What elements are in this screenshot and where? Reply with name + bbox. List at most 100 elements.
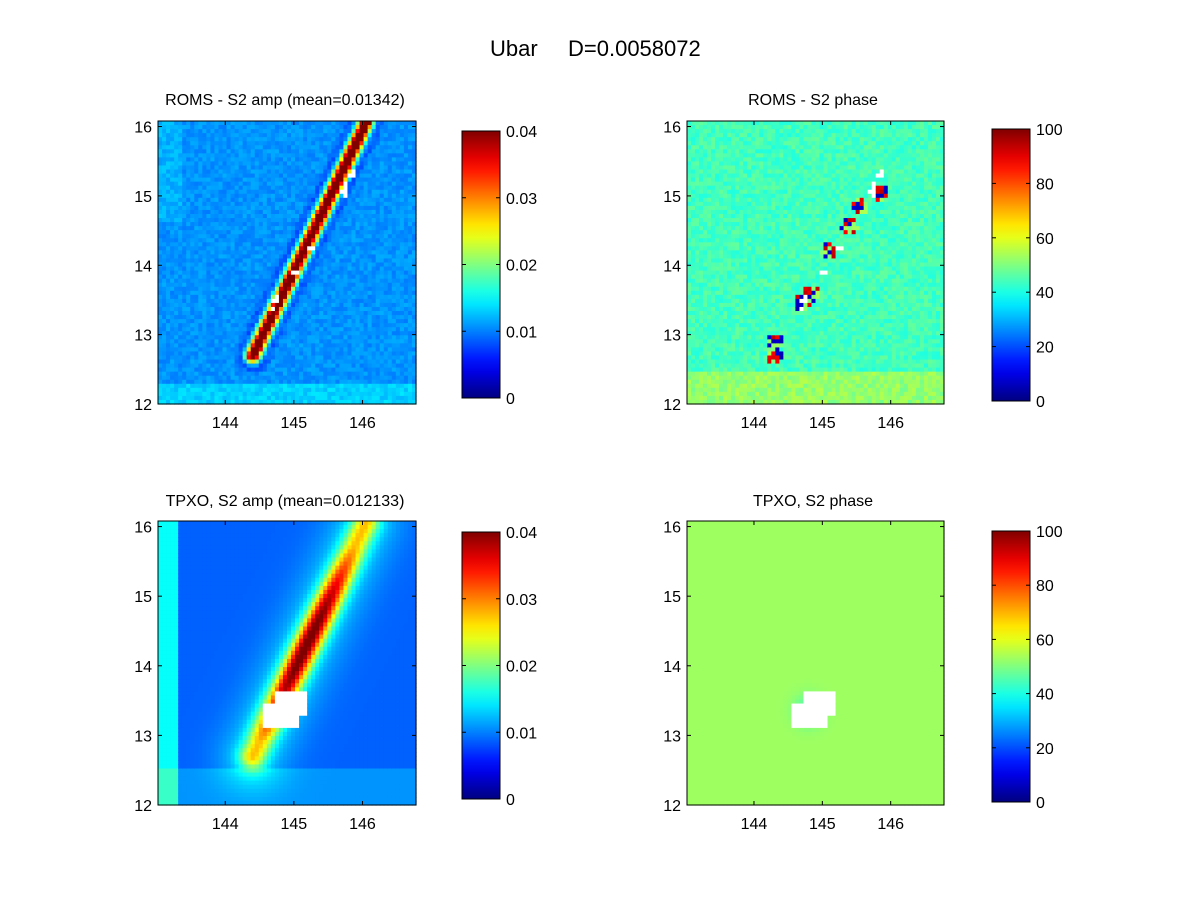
heatmap-cell — [267, 307, 272, 312]
heatmap-cell — [182, 287, 187, 292]
heatmap-cell — [368, 271, 373, 276]
heatmap-cell — [319, 250, 324, 255]
heatmap-cell — [223, 145, 228, 150]
heatmap-cell — [251, 384, 256, 389]
heatmap-cell — [339, 380, 344, 385]
heatmap-cell — [352, 174, 357, 179]
heatmap-cell — [335, 190, 340, 195]
heatmap-cell — [404, 283, 409, 288]
heatmap-cell — [331, 311, 336, 316]
heatmap-cell — [218, 287, 223, 292]
heatmap-cell — [263, 319, 268, 324]
heatmap-cell — [400, 380, 405, 385]
heatmap-cell — [404, 311, 409, 316]
heatmap-cell — [231, 396, 236, 401]
heatmap-cell — [287, 165, 292, 170]
heatmap-cell — [319, 287, 324, 292]
heatmap-cell — [396, 372, 401, 377]
heatmap-cell — [198, 210, 203, 215]
heatmap-cell — [384, 170, 389, 175]
heatmap-cell — [295, 242, 300, 247]
heatmap-cell — [703, 246, 708, 251]
heatmap-cell — [707, 198, 712, 203]
heatmap-cell — [408, 287, 413, 292]
heatmap-cell — [695, 137, 700, 142]
heatmap-cell — [343, 351, 348, 356]
heatmap-cell — [263, 153, 268, 158]
heatmap-cell — [343, 214, 348, 219]
heatmap-cell — [388, 372, 393, 377]
heatmap-cell — [711, 186, 716, 191]
heatmap-cell — [218, 133, 223, 138]
heatmap-cell — [360, 347, 365, 352]
heatmap-cell — [339, 250, 344, 255]
heatmap-cell — [327, 364, 332, 369]
heatmap-cell — [396, 364, 401, 369]
heatmap-cell — [251, 392, 256, 397]
heatmap-cell — [263, 327, 268, 332]
heatmap-cell — [218, 368, 223, 373]
heatmap-cell — [699, 238, 704, 243]
heatmap-cell — [315, 347, 320, 352]
heatmap-cell — [190, 323, 195, 328]
heatmap-cell — [319, 230, 324, 235]
heatmap-cell — [311, 129, 316, 134]
heatmap-cell — [210, 335, 215, 340]
heatmap-cell — [315, 315, 320, 320]
heatmap-cell — [360, 368, 365, 373]
heatmap-cell — [186, 287, 191, 292]
heatmap-cell — [711, 149, 716, 154]
heatmap-cell — [343, 174, 348, 179]
heatmap-cell — [287, 347, 292, 352]
heatmap-cell — [178, 202, 183, 207]
heatmap-cell — [360, 339, 365, 344]
heatmap-cell — [384, 242, 389, 247]
heatmap-cell — [356, 133, 361, 138]
heatmap-cell — [368, 388, 373, 393]
heatmap-cell — [243, 129, 248, 134]
heatmap-cell — [287, 230, 292, 235]
heatmap-cell — [279, 222, 284, 227]
heatmap-cell — [404, 145, 409, 150]
heatmap-cell — [343, 234, 348, 239]
heatmap-cell — [283, 303, 288, 308]
heatmap-cell — [162, 145, 167, 150]
heatmap-cell — [323, 372, 328, 377]
heatmap-cell — [691, 380, 696, 385]
heatmap-cell — [368, 311, 373, 316]
heatmap-cell — [170, 351, 175, 356]
heatmap-cell — [307, 149, 312, 154]
heatmap-cell — [691, 182, 696, 187]
heatmap-cell — [186, 364, 191, 369]
heatmap-cell — [186, 376, 191, 381]
heatmap-cell — [166, 351, 171, 356]
heatmap-cell — [303, 214, 308, 219]
heatmap-cell — [182, 364, 187, 369]
heatmap-cell — [315, 133, 320, 138]
heatmap-cell — [331, 271, 336, 276]
heatmap-cell — [283, 267, 288, 272]
heatmap-cell — [214, 279, 219, 284]
heatmap-cell — [267, 121, 272, 126]
heatmap-cell — [259, 396, 264, 401]
heatmap-cell — [408, 295, 413, 300]
heatmap-cell — [695, 384, 700, 389]
heatmap-cell — [380, 178, 385, 183]
heatmap-cell — [243, 351, 248, 356]
heatmap-cell — [695, 226, 700, 231]
heatmap-cell — [231, 226, 236, 231]
heatmap-cell — [231, 254, 236, 259]
heatmap-cell — [335, 327, 340, 332]
heatmap-cell — [170, 178, 175, 183]
heatmap-cell — [695, 141, 700, 146]
heatmap-cell — [190, 234, 195, 239]
heatmap-cell — [299, 368, 304, 373]
heatmap-cell — [251, 165, 256, 170]
heatmap-cell — [695, 170, 700, 175]
heatmap-cell — [408, 339, 413, 344]
heatmap-cell — [699, 145, 704, 150]
heatmap-cell — [283, 368, 288, 373]
heatmap-cell — [227, 178, 232, 183]
heatmap-cell — [360, 303, 365, 308]
heatmap-cell — [223, 141, 228, 146]
